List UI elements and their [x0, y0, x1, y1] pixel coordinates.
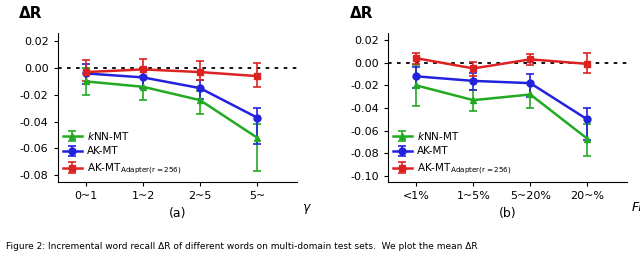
Text: γ: γ: [301, 201, 309, 214]
Text: Figure 2: Incremental word recall ΔR of different words on multi-domain test set: Figure 2: Incremental word recall ΔR of …: [6, 242, 478, 251]
Legend: $k$NN-MT, AK-MT, AK-MT$_{\mathrm{Adapter(r=256)}}$: $k$NN-MT, AK-MT, AK-MT$_{\mathrm{Adapter…: [61, 128, 184, 179]
Text: (a): (a): [168, 207, 186, 220]
Text: Freq: Freq: [632, 201, 640, 214]
Legend: $k$NN-MT, AK-MT, AK-MT$_{\mathrm{Adapter(r=256)}}$: $k$NN-MT, AK-MT, AK-MT$_{\mathrm{Adapter…: [391, 128, 514, 179]
Text: (b): (b): [499, 207, 516, 220]
Text: ΔR: ΔR: [349, 6, 373, 22]
Text: ΔR: ΔR: [19, 6, 43, 22]
